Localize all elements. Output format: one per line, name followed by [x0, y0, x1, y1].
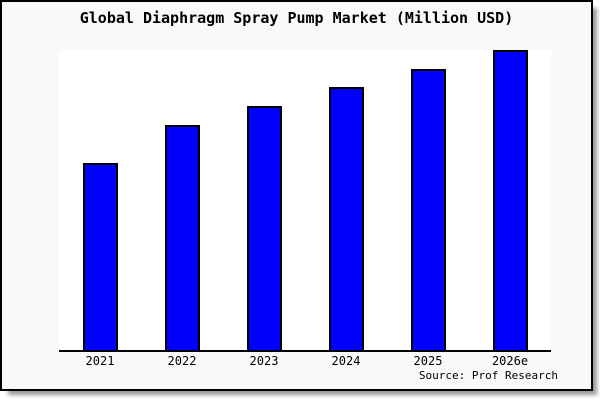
- bar-slot-2024: [305, 50, 387, 350]
- bar-2025: [410, 69, 446, 350]
- plot-area: [59, 50, 551, 352]
- x-axis-tick-labels: 2021 2022 2023 2024 2025 2026e: [59, 354, 551, 368]
- x-tick-label-2025: 2025: [413, 354, 443, 368]
- x-tick-label-2024: 2024: [331, 354, 361, 368]
- bar-2023: [246, 106, 282, 350]
- bar-slot-2026e: [469, 50, 551, 350]
- chart-title: Global Diaphragm Spray Pump Market (Mill…: [79, 9, 514, 27]
- bar-slot-2021: [59, 50, 141, 350]
- bar-2022: [164, 125, 200, 350]
- x-tick-label-2021: 2021: [85, 354, 115, 368]
- chart-frame: Global Diaphragm Spray Pump Market (Mill…: [0, 0, 593, 391]
- bars-container: [59, 50, 551, 350]
- bar-slot-2022: [141, 50, 223, 350]
- bar-slot-2025: [387, 50, 469, 350]
- bar-2021: [82, 163, 118, 350]
- bar-slot-2023: [223, 50, 305, 350]
- x-tick-label-2026e: 2026e: [491, 354, 529, 368]
- x-tick-label-2022: 2022: [167, 354, 197, 368]
- source-credit: Source: Prof Research: [418, 369, 558, 382]
- bar-2024: [328, 87, 364, 350]
- x-tick-label-2023: 2023: [249, 354, 279, 368]
- bar-2026e: [492, 50, 528, 350]
